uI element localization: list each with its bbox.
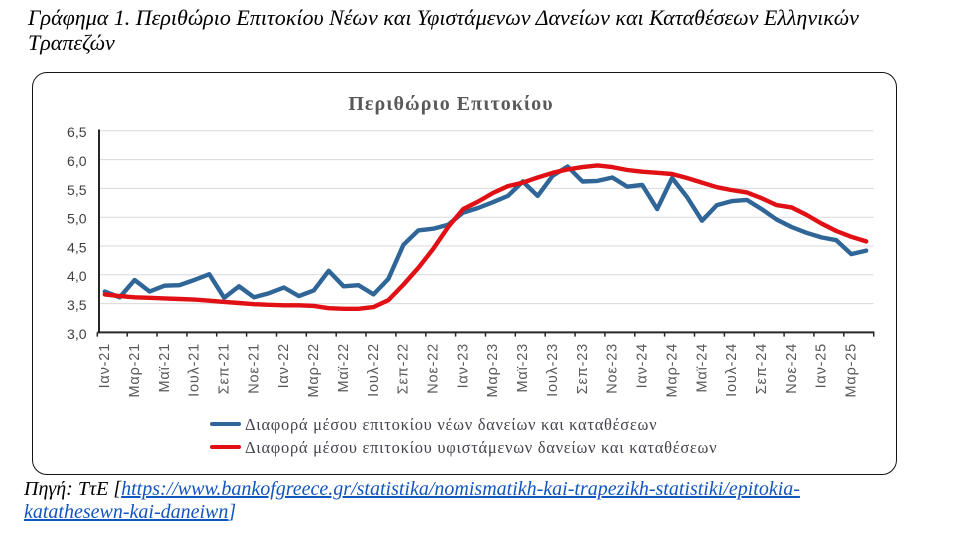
svg-text:Σεπ-24: Σεπ-24 [754,343,770,394]
svg-text:Μαϊ-23: Μαϊ-23 [515,343,531,392]
svg-text:4,0: 4,0 [67,268,87,284]
svg-text:Μαϊ-21: Μαϊ-21 [157,343,173,392]
svg-text:Σεπ-23: Σεπ-23 [575,343,591,394]
svg-text:Σεπ-21: Σεπ-21 [217,343,233,394]
svg-text:Ιαν-23: Ιαν-23 [455,343,471,388]
svg-text:Ιαν-25: Ιαν-25 [814,343,830,388]
svg-text:6,0: 6,0 [67,153,87,169]
svg-text:Ιουλ-22: Ιουλ-22 [366,343,382,397]
svg-text:Ιαν-24: Ιαν-24 [635,343,651,388]
svg-text:Νοε-21: Νοε-21 [246,343,262,394]
svg-text:3,5: 3,5 [67,297,87,313]
svg-text:Μαρ-25: Μαρ-25 [844,343,860,397]
svg-text:Ιουλ-21: Ιουλ-21 [187,343,203,397]
svg-text:Ιουλ-24: Ιουλ-24 [724,343,740,397]
svg-text:Μαρ-21: Μαρ-21 [127,343,143,397]
svg-text:Μαϊ-22: Μαϊ-22 [336,343,352,392]
svg-text:Μαϊ-24: Μαϊ-24 [694,343,710,392]
svg-text:5,5: 5,5 [67,182,87,198]
svg-text:3,0: 3,0 [67,326,87,342]
svg-text:Ιαν-22: Ιαν-22 [276,343,292,388]
svg-text:4,5: 4,5 [67,239,87,255]
svg-text:Μαρ-22: Μαρ-22 [306,343,322,397]
svg-text:Μαρ-23: Μαρ-23 [485,343,501,397]
svg-text:6,5: 6,5 [67,124,87,140]
svg-text:5,0: 5,0 [67,211,87,227]
svg-text:Σεπ-22: Σεπ-22 [396,343,412,394]
svg-text:Μαρ-24: Μαρ-24 [664,343,680,397]
svg-text:Νοε-23: Νοε-23 [605,343,621,394]
svg-text:Ιουλ-23: Ιουλ-23 [545,343,561,397]
svg-text:Ιαν-21: Ιαν-21 [97,343,113,388]
svg-text:Νοε-24: Νοε-24 [784,343,800,394]
svg-text:Νοε-22: Νοε-22 [426,343,442,394]
